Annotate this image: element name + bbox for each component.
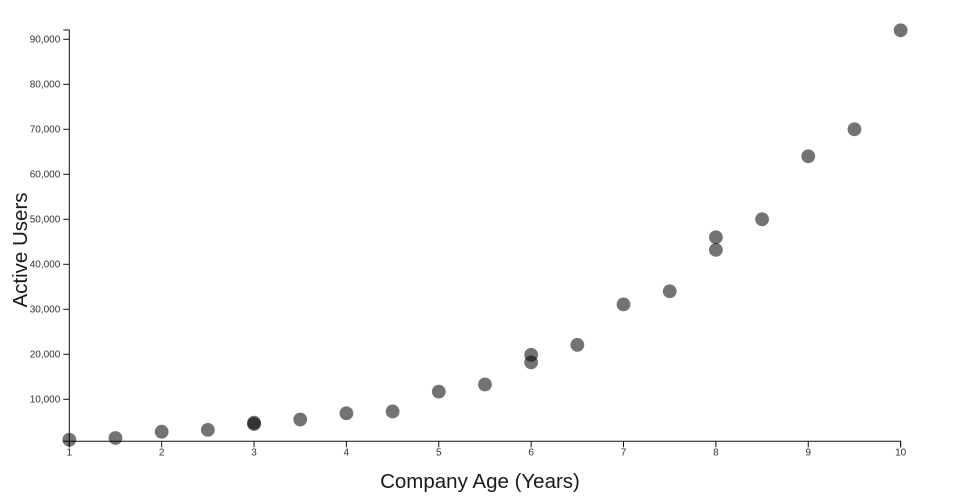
data-point [524,347,539,362]
data-point [339,406,354,421]
x-axis-label: Company Age (Years) [380,470,580,493]
data-point [62,432,77,447]
data-point [755,212,769,227]
data-point [385,404,400,419]
data-point [293,412,308,427]
data-point [570,337,585,352]
x-tick-label: 1 [67,447,73,458]
y-tick-label: 20,000 [30,350,61,361]
data-points [62,23,908,447]
y-axis-line [63,29,70,442]
y-tick-label: 70,000 [30,125,61,136]
y-tick-label: 80,000 [30,80,61,91]
x-tick-label: 3 [251,447,257,458]
x-axis-line [68,440,902,448]
x-tick-label: 7 [621,447,627,458]
data-point [893,23,908,38]
x-tick-label: 2 [159,447,165,458]
y-axis-ticks: 10,000 20,000 30,000 40,000 50,000 60,000 70,0… [30,35,70,406]
data-point [431,384,446,399]
y-axis-label: Active Users [9,192,32,307]
data-point [200,423,215,437]
data-point [478,377,492,392]
x-tick-label: 10 [895,447,907,458]
x-axis-ticks: 1 2 3 4 5 6 7 8 9 10 [67,441,907,458]
data-point [847,122,862,137]
y-tick-label: 90,000 [30,35,61,46]
x-tick-label: 6 [528,447,534,458]
x-tick-label: 8 [713,447,719,458]
y-tick-label: 50,000 [30,215,61,226]
data-point [108,431,123,445]
y-tick-label: 40,000 [30,260,61,271]
data-point [662,284,677,299]
y-tick-label: 30,000 [30,305,61,316]
data-point [708,243,723,257]
x-tick-label: 5 [436,447,442,458]
x-tick-label: 4 [344,447,350,458]
data-point [708,230,723,245]
data-point [801,149,816,164]
y-tick-label: 10,000 [30,395,61,406]
data-point [616,297,631,312]
data-point [247,415,261,430]
x-tick-label: 9 [805,447,811,458]
y-tick-label: 60,000 [30,170,61,181]
data-point [154,424,169,439]
